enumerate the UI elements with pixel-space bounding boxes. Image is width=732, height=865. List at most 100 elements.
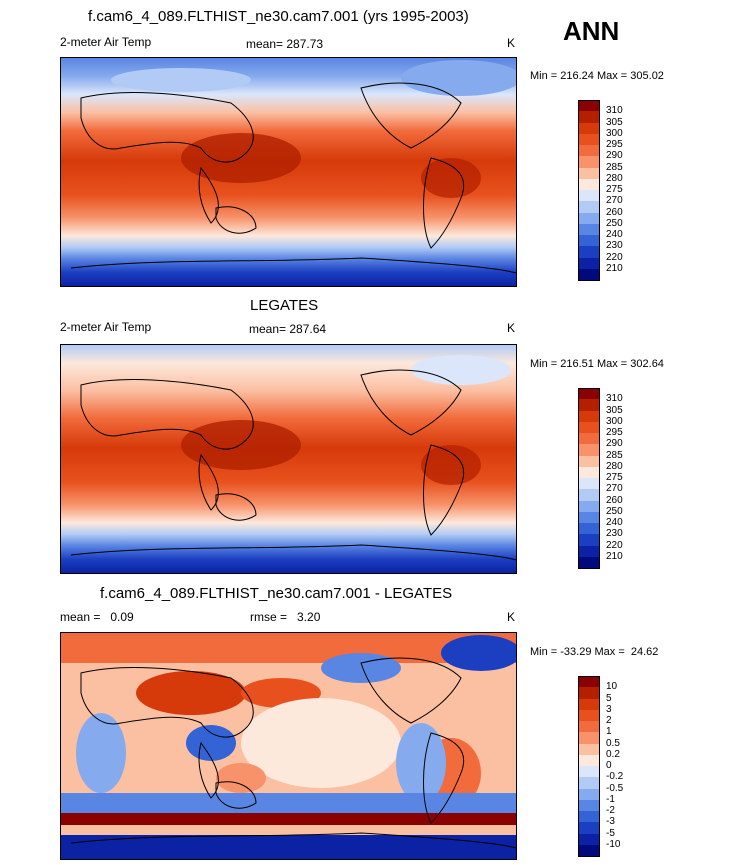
colorbar-level-label: 295 [606,427,623,438]
colorbar-level-label: 230 [606,240,623,252]
colorbar-level-label: 220 [606,539,623,551]
colorbar-level-label: 275 [606,184,623,195]
colorbar-level-label: 305 [606,404,623,416]
panel3-map-field [61,633,516,859]
panel1-variable-label: 2-meter Air Temp [60,35,152,49]
colorbar-swatch [578,257,600,269]
panel1-map [60,57,517,287]
colorbar-swatch [578,489,600,501]
panel2-map [60,344,517,574]
panel3-rmse-label: rmse = 3.20 [250,610,321,624]
colorbar-level-label: 310 [606,105,623,117]
colorbar-level-label: -5 [606,827,615,839]
colorbar-level-label: 250 [606,217,623,229]
colorbar-level-label: 230 [606,528,623,540]
colorbar-level-label: 240 [606,229,623,240]
colorbar-swatch [578,698,600,710]
colorbar-swatch [578,788,600,800]
colorbar-swatch [578,799,600,811]
colorbar-level-label: 0.2 [606,748,620,760]
colorbar-level-label: 305 [606,116,623,128]
colorbar-level-label: 210 [606,550,623,562]
season-label: ANN [563,16,620,46]
colorbar-level-label: 280 [606,172,623,184]
panel3-minmax-label: Min = -33.29 Max = 24.62 [530,646,659,658]
colorbar-swatch [578,545,600,557]
colorbar-level-label: 310 [606,393,623,405]
colorbar-swatch [578,523,600,535]
colorbar-swatch [578,388,600,401]
colorbar-swatch [578,822,600,834]
panel3-title: f.cam6_4_089.FLTHIST_ne30.cam7.001 - LEG… [100,585,453,602]
panel1-map-field [61,58,516,286]
colorbar-level-label: 10 [606,681,618,693]
colorbar-swatch [578,246,600,258]
colorbar-swatch [578,410,600,422]
panel2-variable-label: 2-meter Air Temp [60,320,152,334]
colorbar-level-label: 260 [606,494,623,506]
panel2-map-field [61,345,516,573]
colorbar-swatch [578,212,600,224]
colorbar-level-label: -2 [606,805,615,816]
colorbar-level-label: -3 [606,816,615,828]
colorbar-swatch [578,201,600,213]
colorbar-level-label: 210 [606,262,623,274]
figure-title: f.cam6_4_089.FLTHIST_ne30.cam7.001 (yrs … [88,8,469,25]
colorbar-swatch [578,190,600,202]
colorbar-swatch [578,687,600,699]
colorbar-swatch [578,156,600,168]
colorbar-level-label: -0.2 [606,771,624,783]
colorbar-swatch [578,754,600,766]
colorbar-level-label: -1 [606,793,615,805]
colorbar-swatch [578,811,600,823]
colorbar-level-label: 290 [606,438,623,450]
colorbar-swatch [578,100,600,113]
colorbar-level-label: 0 [606,760,612,771]
colorbar-level-label: 3 [606,703,612,715]
colorbar-swatch [578,844,600,857]
colorbar-level-label: 285 [606,449,623,461]
colorbar-level-label: 220 [606,251,623,263]
colorbar-swatch [578,433,600,445]
panel3-unit-label: K [507,610,516,624]
colorbar-swatch [578,777,600,789]
colorbar-swatch [578,721,600,733]
colorbar-swatch [578,466,600,478]
panel2-minmax-label: Min = 216.51 Max = 302.64 [530,358,664,370]
panel3-map [60,632,517,860]
colorbar-level-label: 280 [606,460,623,472]
panel3-colorbar: 10 5 3 2 1 0.5 0.2 0 -0.2 -0.5 -1 -2 -3 -5 -10 [578,676,658,857]
colorbar-swatch [578,478,600,490]
colorbar-swatch [578,743,600,755]
colorbar-level-label: 260 [606,206,623,218]
colorbar-swatch [578,556,600,569]
panel1-minmax-label: Min = 216.24 Max = 305.02 [530,70,664,82]
panel1-colorbar: 310 305 300 295 290 285 280 275 270 260 250 240 230 2… [578,100,658,281]
colorbar-level-label: 240 [606,517,623,528]
colorbar-swatch [578,421,600,433]
colorbar-swatch [578,709,600,721]
colorbar-swatch [578,223,600,235]
panel2-unit-label: K [507,321,516,335]
colorbar-level-label: 290 [606,150,623,162]
colorbar-swatch [578,833,600,845]
panel2-mean-label: mean= 287.64 [249,322,327,336]
colorbar-level-label: 270 [606,195,623,207]
colorbar-level-label: 250 [606,505,623,517]
colorbar-level-label: 295 [606,139,623,150]
colorbar-swatch [578,444,600,456]
colorbar-swatch [578,399,600,411]
colorbar-swatch [578,133,600,145]
panel1-unit-label: K [507,36,516,50]
colorbar-level-label: -10 [606,838,621,850]
colorbar-swatch [578,534,600,546]
colorbar-level-label: 1 [606,726,612,738]
colorbar-swatch [578,455,600,467]
colorbar-level-label: 275 [606,472,623,483]
colorbar-swatch [578,500,600,512]
colorbar-level-label: 0.5 [606,737,620,749]
panel3-mean-label: mean = 0.09 [60,610,134,624]
colorbar-swatch [578,122,600,134]
colorbar-swatch [578,766,600,778]
colorbar-swatch [578,167,600,179]
